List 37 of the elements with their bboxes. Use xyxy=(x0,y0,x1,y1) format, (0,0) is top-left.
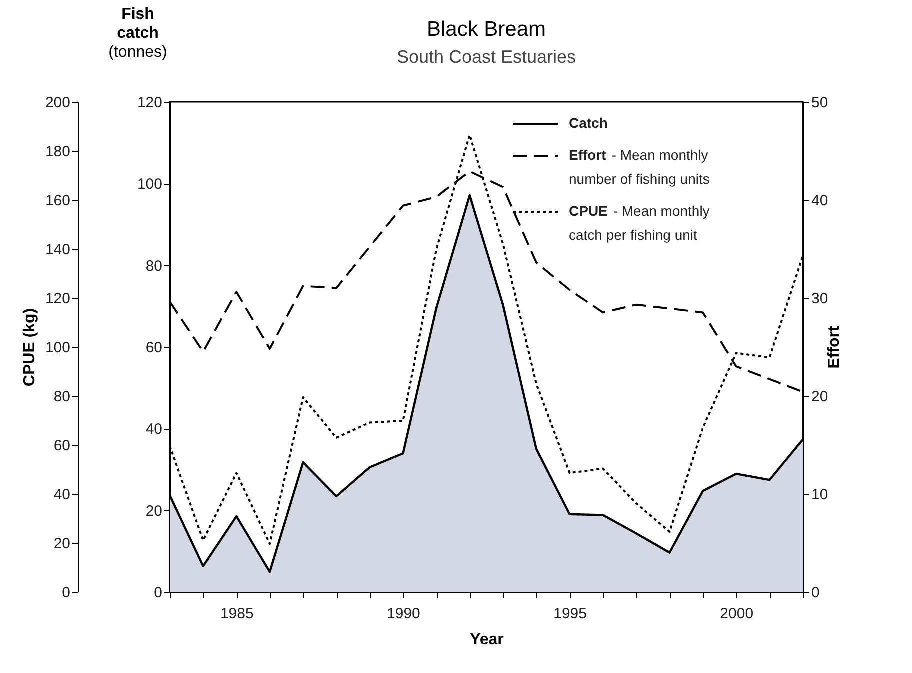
y3-tick-label: 0 xyxy=(62,584,70,602)
legend-label: Effort - Mean monthly number of fishing units xyxy=(569,147,710,187)
y3-tick-label: 120 xyxy=(45,290,70,308)
y3-tick-label: 140 xyxy=(45,242,70,258)
x-axis-title: Year xyxy=(470,632,504,648)
y2-tick-label: 20 xyxy=(812,388,828,406)
y3-tick-label: 80 xyxy=(54,388,70,406)
x-tick-label: 2000 xyxy=(720,606,754,622)
chart-title: Black Bream xyxy=(426,18,546,41)
y3-tick-label: 40 xyxy=(54,486,70,504)
y-tick-label: 80 xyxy=(146,258,162,275)
y3-tick-label: 180 xyxy=(45,144,70,160)
y3-tick-label: 60 xyxy=(54,438,70,454)
y2-axis-title: Effort xyxy=(826,326,844,369)
x-tick-label: 1985 xyxy=(220,606,254,622)
y2-tick-label: 40 xyxy=(812,192,828,210)
y-tick-label: 120 xyxy=(137,94,162,112)
x-tick-label: 1995 xyxy=(554,606,587,622)
y3-tick-label: 20 xyxy=(54,536,70,552)
y2-tick-label: 50 xyxy=(812,94,828,112)
y-tick-label: 0 xyxy=(154,584,162,602)
y-tick-label: 40 xyxy=(146,421,162,438)
legend-label: Catch xyxy=(569,115,608,131)
y-tick-label: 60 xyxy=(146,340,162,356)
y2-tick-label: 10 xyxy=(812,486,828,504)
y3-tick-label: 160 xyxy=(45,192,70,210)
x-tick-label: 1990 xyxy=(387,606,420,622)
y3-tick-label: 100 xyxy=(45,340,70,356)
y3-tick-label: 200 xyxy=(45,94,70,112)
legend-label: CPUE - Mean monthly catch per fishing unit xyxy=(569,203,710,243)
y2-tick-label: 0 xyxy=(812,584,820,602)
y2-tick-label: 30 xyxy=(812,290,828,308)
y-axis-title: Fish catch (tonnes) xyxy=(108,6,168,61)
y3-axis-title: CPUE (kg) xyxy=(21,308,38,387)
chart-subtitle: South Coast Estuaries xyxy=(396,47,576,67)
y-tick-label: 100 xyxy=(137,176,162,194)
y-tick-label: 20 xyxy=(146,502,162,520)
